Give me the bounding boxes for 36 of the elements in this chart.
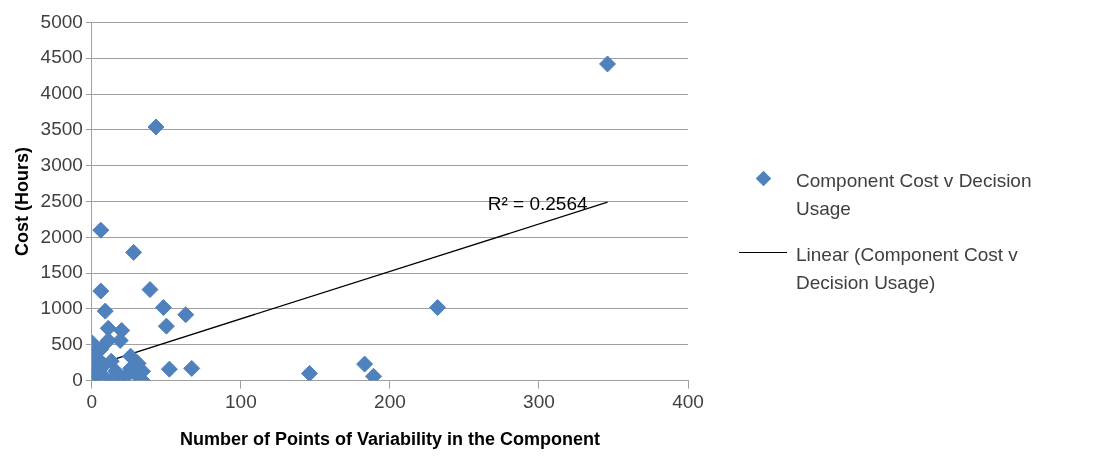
y-tick-label: 4000	[40, 82, 83, 104]
legend-label: Linear (Component Cost v Decision Usage)	[796, 242, 1019, 295]
x-tick-label: 100	[225, 391, 257, 413]
y-tick-label: 3000	[40, 153, 83, 175]
y-tick-label: 500	[51, 333, 83, 355]
legend-label: Component Cost v Decision Usage	[796, 168, 1033, 221]
x-tick-label: 200	[374, 391, 406, 413]
x-axis-title: Number of Points of Variability in the Component	[179, 429, 600, 450]
point	[141, 281, 159, 299]
x-tick-label: 300	[523, 391, 555, 413]
point	[183, 359, 201, 377]
y-tick-label: 0	[72, 368, 83, 390]
point	[177, 306, 195, 324]
y-axis-title: Cost (Hours)	[11, 147, 32, 256]
y-tick-label: 4500	[40, 46, 83, 68]
point	[429, 299, 447, 317]
y-tick-label: 3500	[40, 118, 83, 140]
y-tick-label: 1500	[40, 261, 83, 283]
point	[356, 355, 374, 373]
y-tick-label: 2500	[40, 189, 83, 211]
y-tick-label: 5000	[40, 10, 83, 32]
x-tick-label: 400	[672, 391, 704, 413]
point	[92, 282, 110, 300]
point	[96, 302, 114, 320]
y-tick-label: 1000	[40, 297, 83, 319]
point	[147, 118, 165, 136]
y-tick-label: 2000	[40, 225, 83, 247]
point	[92, 221, 110, 239]
point	[157, 317, 175, 335]
annotation: R² = 0.2564	[487, 192, 588, 214]
point	[599, 55, 617, 73]
x-tick-label: 0	[86, 391, 98, 413]
point	[160, 360, 178, 378]
point	[154, 299, 172, 317]
point	[125, 243, 143, 261]
point	[300, 364, 318, 381]
